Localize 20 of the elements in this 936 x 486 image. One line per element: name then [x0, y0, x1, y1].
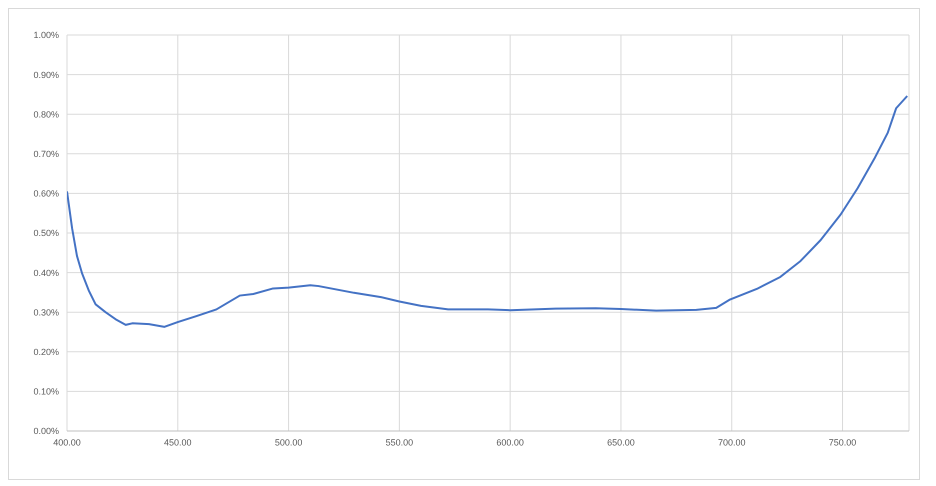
- y-tick-label: 0.70%: [33, 148, 59, 159]
- x-tick-label: 600.00: [496, 437, 524, 448]
- x-tick-label: 550.00: [386, 437, 414, 448]
- y-tick-label: 1.00%: [33, 30, 59, 40]
- y-tick-label: 0.00%: [33, 426, 59, 436]
- x-tick-label: 750.00: [828, 437, 856, 448]
- y-tick-label: 0.40%: [33, 268, 59, 278]
- x-tick-label: 450.00: [164, 437, 192, 448]
- y-tick-label: 0.10%: [33, 386, 59, 397]
- y-tick-label: 0.90%: [33, 70, 59, 80]
- y-tick-label: 0.30%: [33, 307, 59, 318]
- x-tick-label: 500.00: [274, 437, 302, 448]
- x-tick-label: 700.00: [718, 437, 746, 448]
- y-tick-label: 0.50%: [33, 228, 59, 238]
- line-series: [67, 94, 908, 328]
- x-tick-label: 650.00: [607, 437, 635, 448]
- y-tick-label: 0.20%: [33, 346, 59, 357]
- y-tick-label: 0.60%: [33, 188, 59, 199]
- y-tick-label: 0.80%: [33, 109, 59, 120]
- x-tick-label: 400.00: [53, 437, 81, 448]
